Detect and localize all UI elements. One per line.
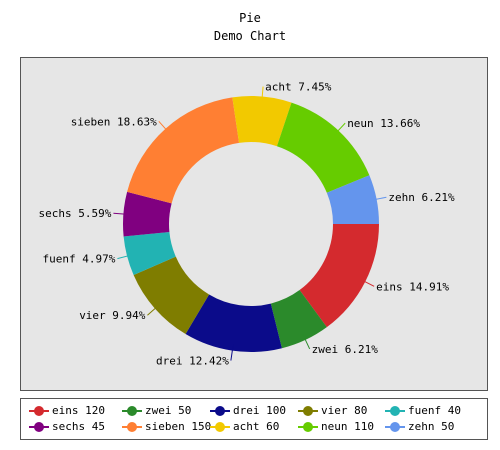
legend: eins 120 zwei 50 drei 100 vier 80 fuenf 40 se… [20, 398, 488, 440]
leader-line-sechs [113, 212, 130, 215]
legend-marker-icon [385, 406, 405, 416]
slice-label-acht: acht 7.45% [265, 81, 332, 94]
legend-item-neun: neun 110 [298, 420, 374, 434]
legend-item-acht: acht 60 [210, 420, 279, 434]
legend-marker-icon [210, 422, 230, 432]
leader-line-zwei [302, 334, 311, 350]
chart-subtitle: Demo Chart [213, 29, 287, 43]
slice-label-sieben: sieben 18.63% [71, 115, 157, 128]
legend-marker-icon [29, 422, 49, 432]
slice-label-fuenf: fuenf 4.97% [43, 253, 116, 266]
leader-line-drei [230, 344, 234, 361]
slice-label-drei: drei 12.42% [156, 355, 229, 368]
legend-label: acht 60 [233, 420, 280, 433]
legend-label: drei 100 [233, 404, 286, 417]
legend-item-drei: drei 100 [210, 404, 286, 418]
legend-label: neun 110 [321, 420, 374, 433]
leader-line-acht [261, 86, 264, 103]
legend-label: vier 80 [321, 404, 368, 417]
legend-item-fuenf: fuenf 40 [385, 404, 461, 418]
slice-neun [276, 102, 370, 193]
leader-line-neun [333, 122, 346, 136]
legend-item-zwei: zwei 50 [122, 404, 191, 418]
slice-label-zehn: zehn 6.21% [388, 191, 455, 204]
legend-item-vier: vier 80 [298, 404, 367, 418]
slice-label-vier: vier 9.94% [79, 309, 146, 322]
slice-fuenf [123, 231, 176, 275]
slice-drei [185, 294, 282, 352]
slice-acht [232, 96, 292, 147]
legend-marker-icon [122, 406, 142, 416]
leader-line-eins [359, 278, 375, 287]
legend-label: sieben 150 [145, 420, 212, 433]
legend-marker-icon [29, 406, 49, 416]
leader-line-sieben [158, 120, 170, 134]
slice-label-eins: eins 14.91% [376, 280, 449, 293]
slice-sieben [127, 97, 240, 204]
legend-label: sechs 45 [52, 420, 105, 433]
slice-label-zwei: zwei 6.21% [312, 343, 379, 356]
slice-sechs [122, 191, 172, 237]
legend-marker-icon [122, 422, 142, 432]
legend-marker-icon [385, 422, 405, 432]
legend-marker-icon [210, 406, 230, 416]
chart-title: Pie [239, 11, 261, 25]
slice-zehn [326, 175, 379, 224]
legend-label: zehn 50 [408, 420, 455, 433]
legend-item-zehn: zehn 50 [385, 420, 454, 434]
slice-label-neun: neun 13.66% [347, 117, 420, 130]
leader-line-zehn [370, 196, 387, 201]
legend-marker-icon [298, 422, 318, 432]
leader-line-fuenf [117, 254, 134, 260]
leader-line-vier [147, 304, 160, 316]
slice-vier [133, 256, 210, 335]
legend-item-sechs: sechs 45 [29, 420, 105, 434]
slice-label-sechs: sechs 5.59% [39, 207, 112, 220]
legend-label: zwei 50 [145, 404, 192, 417]
slice-eins [299, 224, 379, 328]
legend-item-eins: eins 120 [29, 404, 105, 418]
legend-marker-icon [298, 406, 318, 416]
plot-area: eins 14.91% zwei 6.21% drei 12.42% vier 9.9… [20, 57, 488, 391]
legend-item-sieben: sieben 150 [122, 420, 211, 434]
slice-zwei [270, 290, 327, 349]
donut-chart: eins 14.91% zwei 6.21% drei 12.42% vier 9.9… [39, 81, 455, 368]
legend-label: eins 120 [52, 404, 105, 417]
legend-label: fuenf 40 [408, 404, 461, 417]
